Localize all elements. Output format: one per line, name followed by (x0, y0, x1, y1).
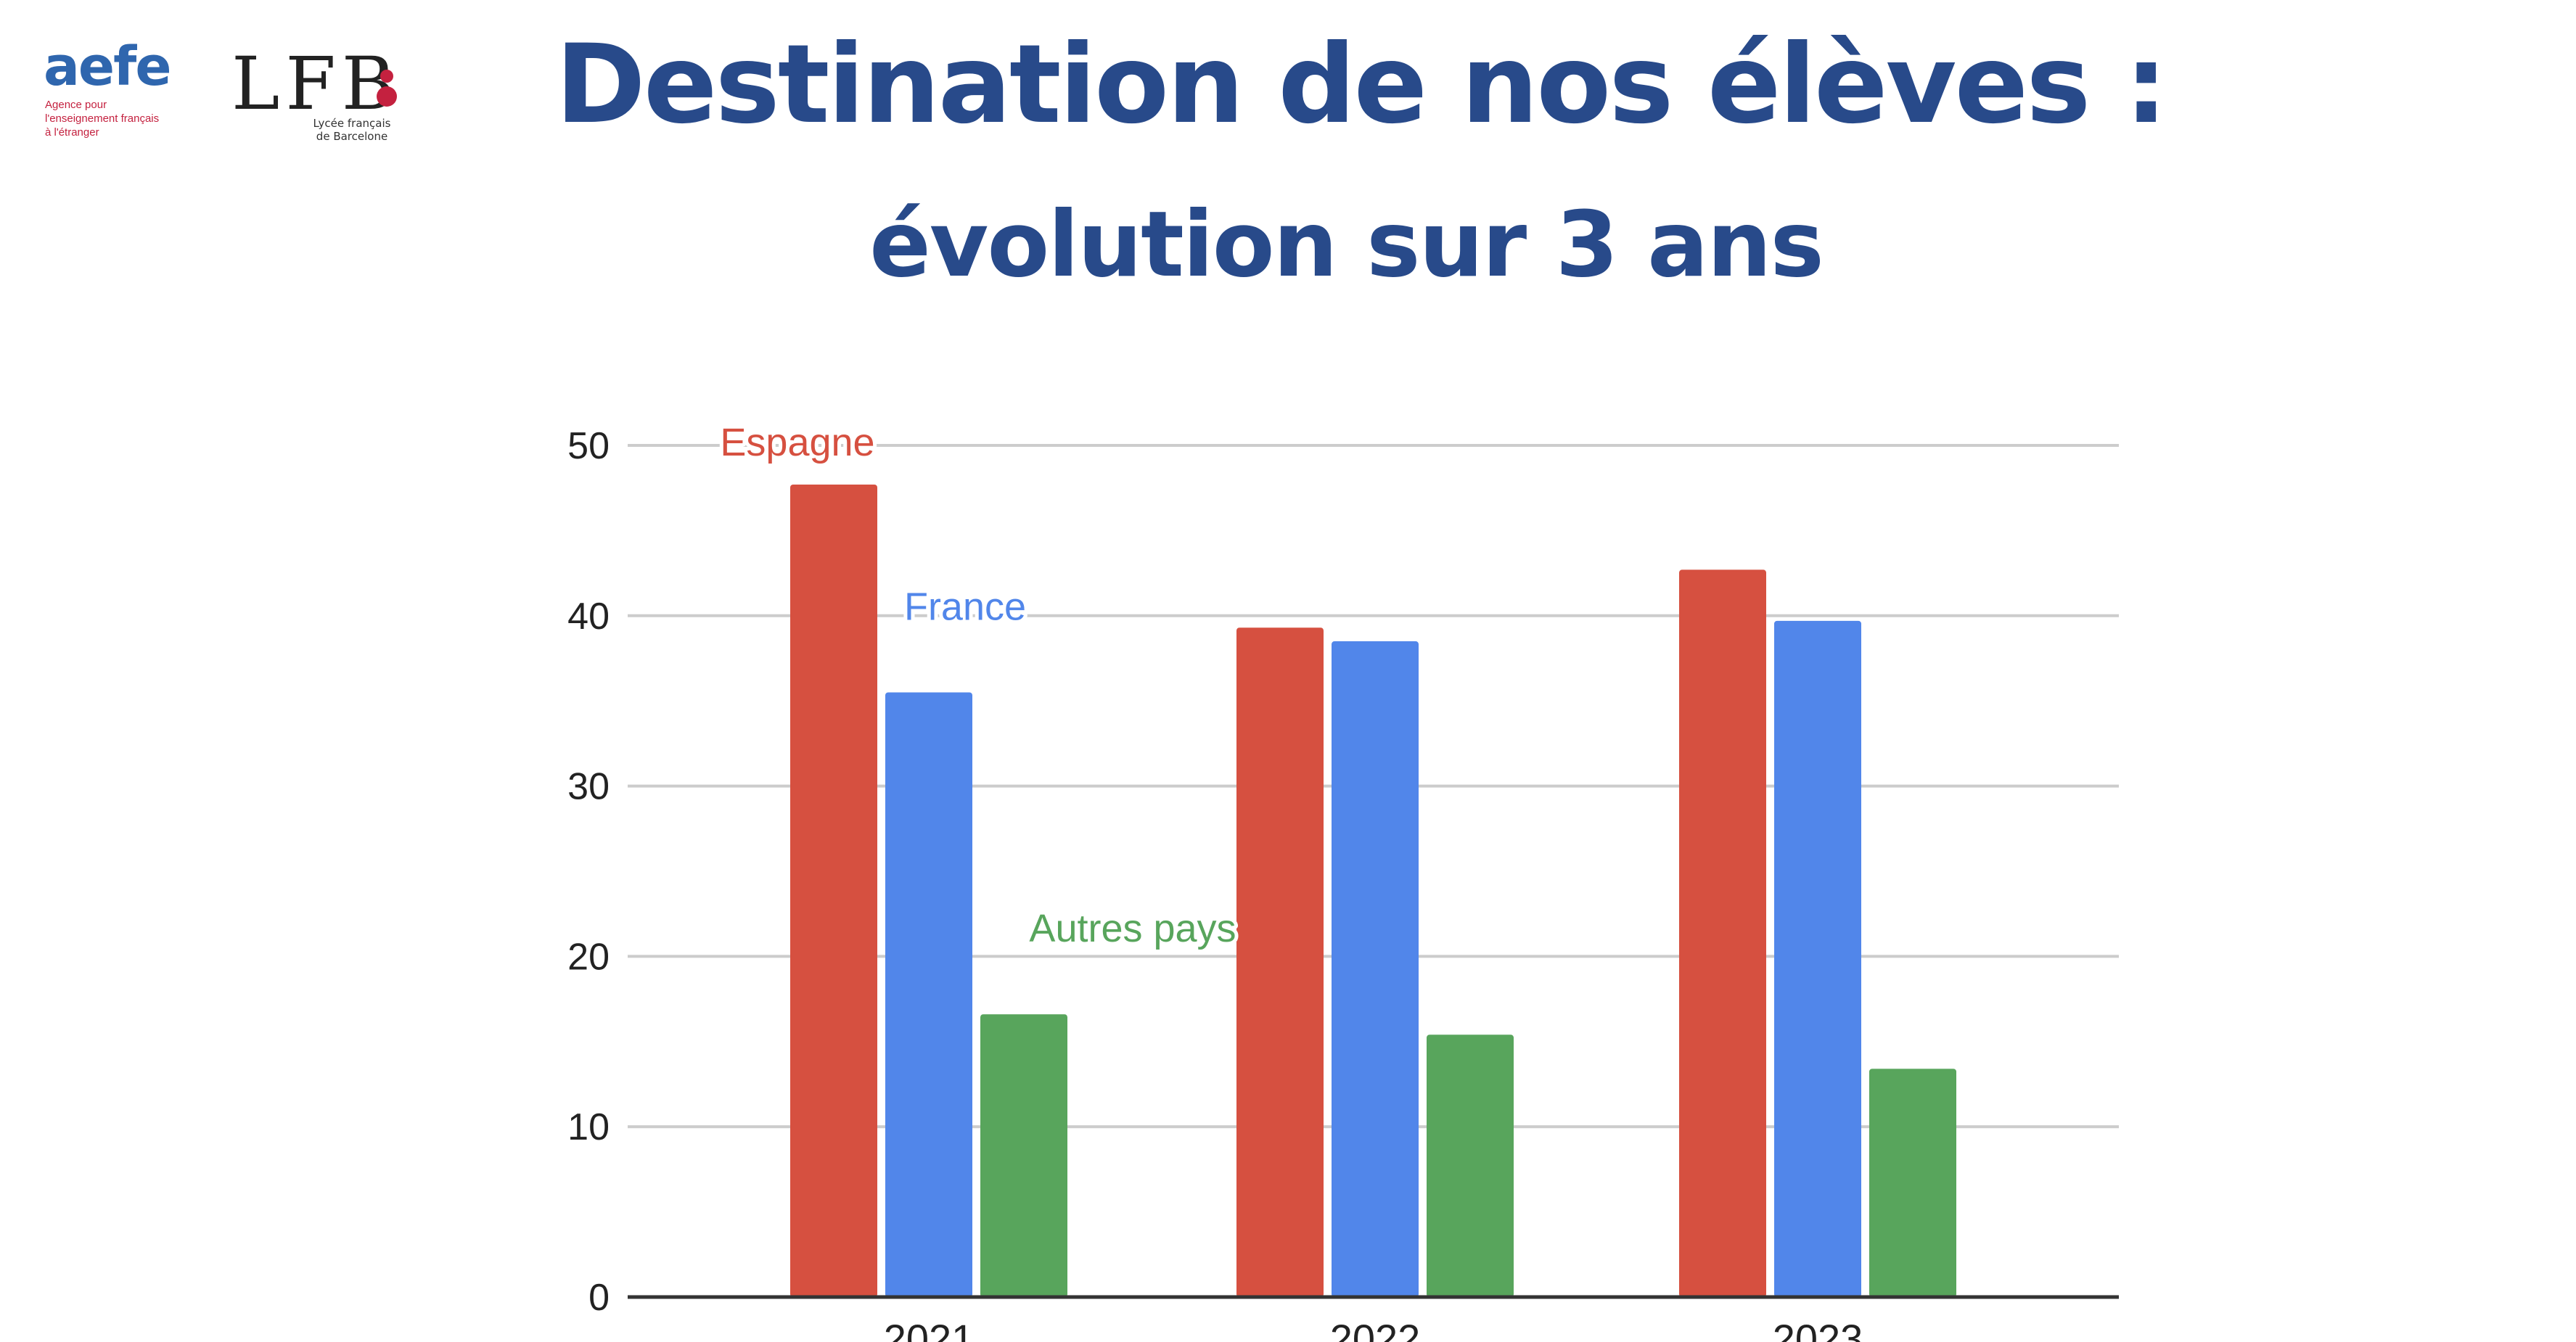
bar-france-2023 (1774, 620, 1861, 1297)
page-title: Destination de nos élèves : (555, 22, 2167, 148)
bar-france-2022 (1332, 641, 1419, 1297)
lfb-logo-letters: LFB (231, 41, 401, 126)
lfb-logo: LFB Lycée français de Barcelone (231, 41, 401, 143)
y-tick-label: 30 (567, 766, 610, 808)
bar-france-2021 (885, 692, 972, 1297)
x-tick-labels: 2021 2022 2023 (884, 1316, 1863, 1342)
lfb-dot-icon (377, 86, 397, 107)
lfb-tagline-line: Lycée français (313, 117, 391, 130)
y-tick-label: 40 (567, 596, 610, 638)
series-label-autres-pays: Autres pays (1029, 907, 1236, 950)
y-tick-label: 20 (567, 936, 610, 978)
y-tick-label: 50 (567, 425, 610, 467)
x-tick-label: 2023 (1773, 1316, 1863, 1342)
bar-autres-pays-2022 (1427, 1034, 1514, 1297)
logos: aefe Agence pour l'enseignement français… (36, 40, 414, 156)
aefe-tagline-line: l'enseignement français (45, 112, 160, 125)
y-tick-label: 0 (588, 1277, 610, 1319)
aefe-tagline-line: Agence pour (45, 99, 107, 111)
x-tick-label: 2021 (884, 1316, 975, 1342)
bar-autres-pays-2023 (1869, 1069, 1956, 1297)
bar-espagne-2023 (1679, 569, 1766, 1297)
lfb-dot-icon (380, 70, 393, 83)
bar-autres-pays-2021 (980, 1014, 1067, 1297)
bar-espagne-2021 (790, 485, 877, 1297)
aefe-logo: aefe (44, 36, 172, 98)
bar-espagne-2022 (1236, 627, 1324, 1297)
page-subtitle: évolution sur 3 ans (869, 192, 1824, 297)
aefe-tagline: Agence pour l'enseignement français à l'… (45, 98, 205, 139)
series-labels: Espagne France Autres pays (716, 417, 1239, 954)
bars (790, 485, 1956, 1297)
x-tick-label: 2022 (1330, 1316, 1421, 1342)
y-tick-labels: 0 10 20 30 40 50 (567, 425, 610, 1319)
aefe-tagline-line: à l'étranger (45, 126, 99, 139)
series-label-france: France (904, 585, 1026, 628)
series-label-espagne: Espagne (720, 421, 874, 464)
lfb-tagline-line: de Barcelone (316, 130, 387, 143)
y-tick-label: 10 (567, 1106, 610, 1148)
